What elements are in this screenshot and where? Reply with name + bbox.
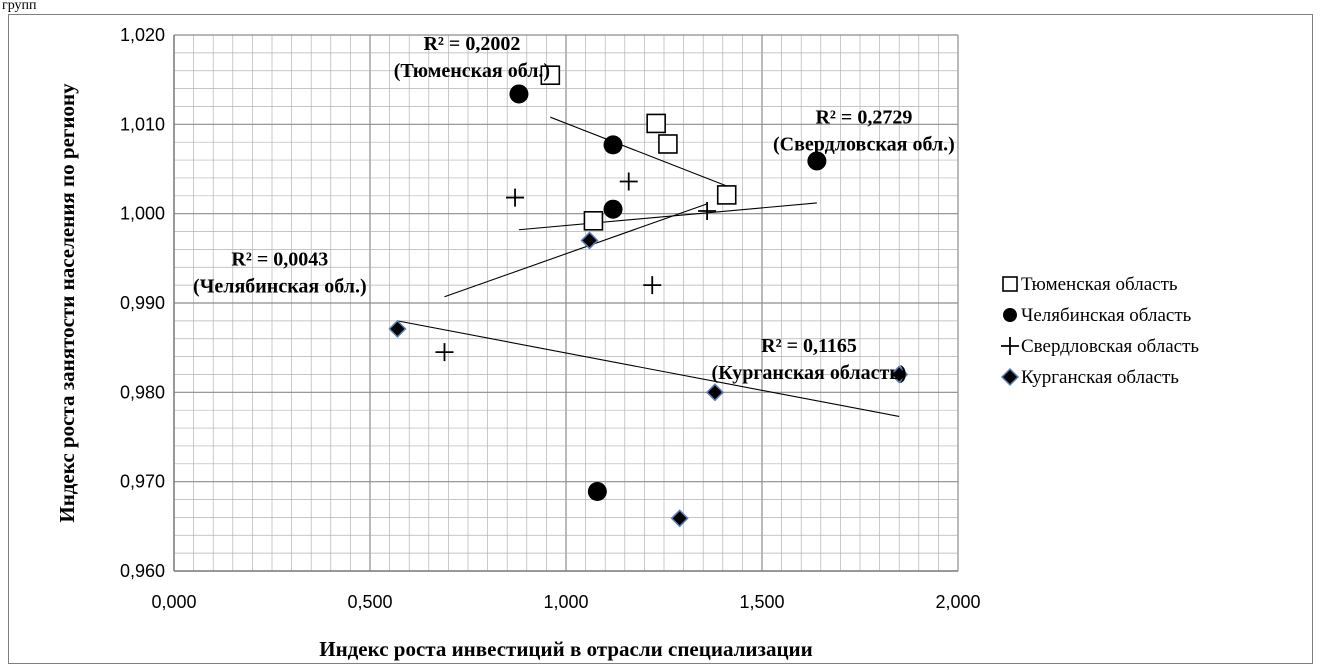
- annotation-0-line-0: R² = 0,2002: [423, 33, 520, 55]
- y-tick-label: 0,980: [120, 382, 165, 402]
- point-series-0: [658, 134, 678, 154]
- trendline-series-2: [444, 203, 708, 298]
- annotation-0-line-1: (Тюменская обл.): [394, 60, 550, 82]
- y-tick-label: 1,020: [120, 25, 165, 45]
- x-tick-label: 2,000: [935, 592, 980, 612]
- legend: Тюменская область Челябинская область Свер…: [1000, 274, 1199, 388]
- annotation-2-line-0: R² = 0,0043: [231, 248, 328, 270]
- legend-marker-0: [1002, 276, 1018, 292]
- legend-label-1: Челябинская область: [1021, 305, 1192, 326]
- point-series-2: [435, 343, 454, 362]
- r-squared-annotations: R² = 0,2002 (Тюменская обл.) R² = 0,2729 (С…: [193, 33, 955, 384]
- x-tick-label: 1,000: [543, 592, 588, 612]
- trendline-series-3: [397, 320, 900, 417]
- trendline-series-1: [518, 202, 817, 231]
- y-tick-label: 1,010: [120, 114, 165, 134]
- caption-fragment: групп: [2, 0, 37, 13]
- annotation-2-line-1: (Челябинская обл.): [193, 275, 367, 297]
- annotation-1-line-0: R² = 0,2729: [815, 106, 912, 128]
- legend-label-0: Тюменская область: [1021, 274, 1178, 295]
- point-series-3: [670, 509, 689, 528]
- y-tick-label: 0,970: [120, 472, 165, 492]
- point-series-2: [643, 276, 662, 295]
- y-tick-label: 0,960: [120, 561, 165, 581]
- trendline-series-0: [550, 116, 727, 187]
- y-tick-label: 0,990: [120, 293, 165, 313]
- tick-labels: 0,000 0,500 1,000 1,500 2,000 0,960 0,970 0,980…: [120, 25, 981, 612]
- point-series-2: [698, 201, 717, 220]
- axes: [173, 35, 958, 572]
- x-tick-label: 0,000: [151, 592, 196, 612]
- point-series-0: [583, 211, 604, 231]
- annotation-3-line-1: (Курганская область): [712, 362, 907, 384]
- trend-lines: [397, 116, 900, 417]
- point-series-3: [388, 319, 407, 338]
- y-tick-label: 1,000: [120, 204, 165, 224]
- legend-marker-2: [1001, 337, 1019, 355]
- chart-frame: [8, 14, 1313, 664]
- point-series-0: [646, 113, 666, 134]
- point-series-1: [509, 84, 529, 104]
- x-tick-label: 0,500: [347, 592, 392, 612]
- legend-marker-1: [1003, 308, 1017, 322]
- point-series-1: [603, 199, 623, 219]
- point-series-1: [587, 481, 607, 501]
- legend-marker-3: [1000, 367, 1020, 387]
- point-series-2: [619, 172, 638, 191]
- x-tick-label: 1,500: [739, 592, 784, 612]
- point-series-3: [705, 383, 725, 402]
- point-series-0: [716, 185, 737, 205]
- x-axis-title: Индекс роста инвестиций в отрасли специа…: [319, 637, 813, 661]
- point-series-3: [580, 231, 599, 250]
- y-axis-title: Индекс роста занятости населения по реги…: [55, 83, 79, 523]
- point-series-1: [807, 151, 827, 171]
- legend-label-2: Свердловская область: [1021, 336, 1199, 357]
- annotation-1-line-1: (Свердловская обл.): [773, 133, 955, 155]
- point-series-2: [506, 188, 525, 207]
- legend-label-3: Курганская область: [1021, 367, 1179, 388]
- annotation-3-line-0: R² = 0,1165: [761, 335, 857, 357]
- data-points: [388, 65, 909, 528]
- point-series-1: [603, 135, 623, 155]
- point-series-3: [890, 365, 909, 384]
- point-series-0: [540, 65, 561, 85]
